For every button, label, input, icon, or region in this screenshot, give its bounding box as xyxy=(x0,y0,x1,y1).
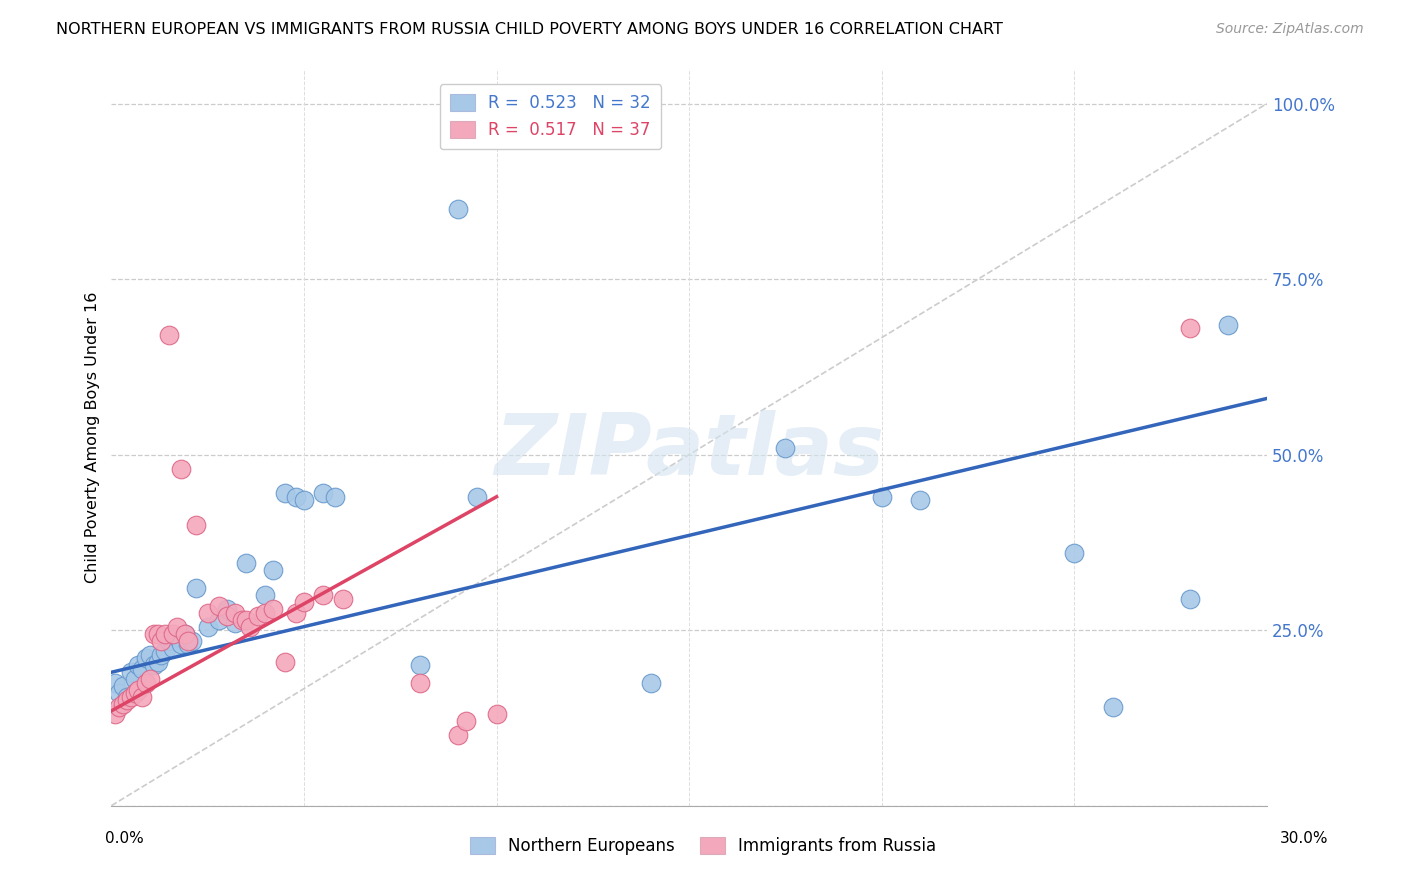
Point xyxy=(111,697,134,711)
Point xyxy=(274,486,297,500)
Legend: Northern Europeans, Immigrants from Russia: Northern Europeans, Immigrants from Russ… xyxy=(463,830,943,862)
Point xyxy=(1178,591,1201,606)
Point xyxy=(111,679,134,693)
Point xyxy=(142,626,165,640)
Point xyxy=(162,626,184,640)
Point xyxy=(323,490,346,504)
Point xyxy=(408,675,430,690)
Point xyxy=(231,613,253,627)
Point xyxy=(162,640,184,655)
Point xyxy=(108,686,131,700)
Point xyxy=(1178,321,1201,335)
Point xyxy=(139,673,162,687)
Point xyxy=(1218,318,1240,332)
Point xyxy=(155,626,177,640)
Point xyxy=(312,486,335,500)
Text: NORTHERN EUROPEAN VS IMMIGRANTS FROM RUSSIA CHILD POVERTY AMONG BOYS UNDER 16 CO: NORTHERN EUROPEAN VS IMMIGRANTS FROM RUS… xyxy=(56,22,1002,37)
Point xyxy=(135,651,157,665)
Point xyxy=(139,648,162,662)
Legend: R =  0.523   N = 32, R =  0.517   N = 37: R = 0.523 N = 32, R = 0.517 N = 37 xyxy=(440,84,661,149)
Point xyxy=(155,644,177,658)
Point xyxy=(166,630,188,644)
Point xyxy=(170,461,193,475)
Point xyxy=(146,626,169,640)
Point xyxy=(235,557,257,571)
Point xyxy=(120,690,142,704)
Point xyxy=(124,686,146,700)
Point xyxy=(131,690,153,704)
Point xyxy=(262,564,284,578)
Point xyxy=(181,633,204,648)
Point xyxy=(150,648,173,662)
Point xyxy=(274,655,297,669)
Point xyxy=(239,619,262,633)
Point xyxy=(173,626,195,640)
Point xyxy=(108,700,131,714)
Point xyxy=(775,441,797,455)
Point xyxy=(208,613,231,627)
Point xyxy=(246,609,269,624)
Point xyxy=(910,493,932,508)
Point xyxy=(215,602,238,616)
Point xyxy=(292,595,315,609)
Point xyxy=(115,690,138,704)
Point xyxy=(104,675,127,690)
Point xyxy=(146,655,169,669)
Point xyxy=(465,490,488,504)
Point xyxy=(157,328,180,343)
Point xyxy=(124,673,146,687)
Point xyxy=(120,665,142,680)
Point xyxy=(131,662,153,676)
Point xyxy=(332,591,354,606)
Point xyxy=(197,619,219,633)
Text: ZIPatlas: ZIPatlas xyxy=(494,410,884,493)
Y-axis label: Child Poverty Among Boys Under 16: Child Poverty Among Boys Under 16 xyxy=(86,292,100,582)
Point xyxy=(485,707,508,722)
Point xyxy=(312,588,335,602)
Point xyxy=(254,588,277,602)
Point xyxy=(127,682,149,697)
Point xyxy=(640,675,662,690)
Point xyxy=(215,609,238,624)
Point xyxy=(186,517,208,532)
Point xyxy=(197,606,219,620)
Point xyxy=(447,728,470,742)
Point xyxy=(186,581,208,595)
Point xyxy=(1063,546,1085,560)
Point xyxy=(235,613,257,627)
Point xyxy=(127,658,149,673)
Point xyxy=(115,693,138,707)
Point xyxy=(142,658,165,673)
Point xyxy=(224,606,246,620)
Point xyxy=(177,637,200,651)
Point xyxy=(177,633,200,648)
Point xyxy=(1101,700,1123,714)
Point xyxy=(262,602,284,616)
Point xyxy=(170,637,193,651)
Point xyxy=(166,619,188,633)
Point xyxy=(135,675,157,690)
Point xyxy=(285,490,308,504)
Point xyxy=(408,658,430,673)
Point xyxy=(254,606,277,620)
Point xyxy=(870,490,893,504)
Point xyxy=(224,616,246,631)
Point xyxy=(173,626,195,640)
Point xyxy=(447,202,470,216)
Point xyxy=(104,707,127,722)
Point xyxy=(150,633,173,648)
Point xyxy=(208,599,231,613)
Point xyxy=(157,633,180,648)
Point xyxy=(285,606,308,620)
Text: Source: ZipAtlas.com: Source: ZipAtlas.com xyxy=(1216,22,1364,37)
Text: 30.0%: 30.0% xyxy=(1281,831,1329,846)
Text: 0.0%: 0.0% xyxy=(105,831,145,846)
Point xyxy=(454,714,477,729)
Point xyxy=(292,493,315,508)
